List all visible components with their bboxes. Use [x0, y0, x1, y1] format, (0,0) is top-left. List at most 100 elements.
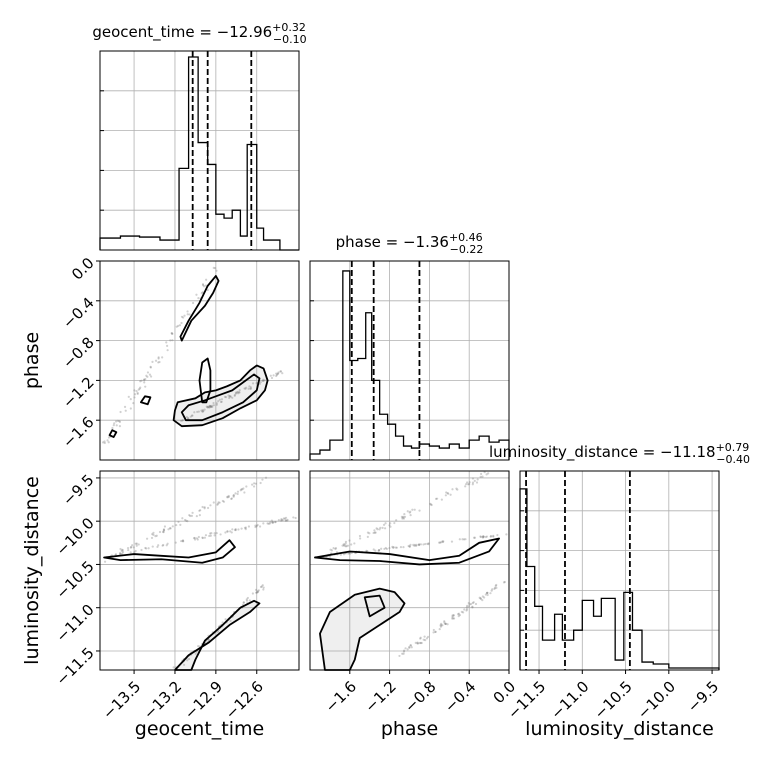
sample-point	[280, 519, 283, 522]
sample-point	[137, 388, 140, 391]
sample-point	[341, 544, 344, 547]
sample-point	[241, 488, 244, 491]
sample-point	[378, 548, 381, 552]
sample-point	[254, 588, 258, 591]
sample-point	[180, 321, 183, 325]
sample-point	[182, 316, 185, 319]
sample-point	[209, 405, 212, 408]
sample-point	[201, 408, 204, 412]
sample-point	[197, 410, 200, 413]
x-tick-label: −1.6	[322, 678, 360, 716]
sample-point	[132, 402, 135, 405]
sample-point	[432, 631, 435, 634]
sample-point	[401, 517, 404, 520]
sample-point	[495, 583, 498, 587]
panel-geocent_time-vs-luminosity_distance	[99, 470, 300, 671]
sample-point	[388, 524, 391, 527]
sample-point	[228, 396, 231, 400]
sample-point	[416, 642, 420, 645]
sample-point	[275, 374, 278, 378]
sample-point	[271, 521, 275, 524]
sample-point	[329, 548, 332, 551]
sample-point	[140, 379, 143, 382]
sample-point	[264, 476, 268, 479]
sample-point	[344, 540, 348, 543]
contour-line	[174, 599, 261, 671]
sample-point	[294, 516, 297, 520]
sample-point	[451, 488, 454, 491]
sample-point	[476, 478, 479, 481]
sample-point	[186, 659, 189, 662]
sample-point	[206, 288, 209, 292]
sample-point	[181, 517, 184, 520]
sample-point	[255, 524, 258, 528]
x-tick-label: −13.5	[99, 678, 144, 723]
sample-point	[191, 301, 195, 305]
sample-point	[119, 410, 122, 414]
sample-point	[464, 483, 468, 486]
sample-point	[216, 502, 220, 505]
sample-point	[482, 535, 485, 538]
sample-point	[217, 501, 220, 504]
sample-point	[441, 624, 444, 627]
sample-point	[133, 393, 137, 396]
sample-point	[429, 503, 432, 506]
sample-point	[482, 535, 485, 538]
sample-point	[416, 641, 419, 644]
sample-point	[328, 555, 332, 558]
x-tick-label: −10.0	[634, 678, 679, 723]
sample-point	[413, 543, 417, 546]
x-tick-label: −12.9	[181, 678, 226, 723]
sample-point	[347, 552, 350, 555]
sample-point	[418, 543, 421, 546]
sample-point	[276, 372, 279, 375]
sample-point	[203, 507, 206, 510]
contour-line	[103, 539, 236, 564]
sample-point	[145, 547, 148, 550]
sample-point	[195, 515, 198, 518]
sample-point	[478, 596, 481, 599]
panel-frame	[99, 470, 300, 671]
sample-point	[118, 552, 122, 556]
sample-point	[157, 357, 160, 360]
sample-point	[343, 544, 346, 547]
sample-point	[206, 406, 209, 409]
sample-point	[450, 540, 454, 543]
sample-point	[124, 409, 127, 412]
panel-phase-vs-luminosity_distance	[309, 470, 510, 671]
sample-point	[118, 420, 122, 423]
sample-point	[441, 540, 444, 543]
sample-point	[460, 610, 463, 613]
sample-point	[224, 531, 227, 534]
sample-point	[274, 520, 277, 524]
sample-point	[174, 541, 177, 544]
sample-point	[113, 422, 116, 425]
sample-point	[485, 473, 488, 476]
x-tick-label: −9.5	[684, 678, 722, 716]
sample-point	[255, 591, 258, 594]
sample-point	[348, 539, 351, 542]
sample-point	[103, 440, 106, 443]
sample-point	[201, 410, 204, 413]
sample-point	[409, 514, 412, 517]
sample-point	[145, 374, 148, 377]
sample-point	[402, 650, 406, 653]
sample-point	[447, 492, 450, 495]
sample-point	[171, 332, 174, 335]
sample-point	[163, 525, 167, 528]
sample-point	[119, 551, 122, 555]
x-tick-label: −0.4	[441, 678, 479, 716]
sample-point	[481, 536, 485, 539]
y-axis-label-luminosity_distance: luminosity_distance	[21, 476, 43, 665]
sample-point	[114, 553, 118, 556]
sample-point	[154, 359, 158, 362]
sample-point	[281, 519, 284, 522]
hist-panel-luminosity_distance: luminosity_distance = −11.18+0.79 −0.40	[489, 441, 750, 671]
sample-point	[202, 409, 205, 413]
sample-point	[374, 531, 377, 534]
panel-geocent_time-vs-phase	[99, 260, 300, 461]
sample-point	[155, 534, 158, 537]
sample-point	[142, 378, 146, 381]
sample-point	[394, 546, 397, 549]
sample-point	[162, 531, 165, 534]
